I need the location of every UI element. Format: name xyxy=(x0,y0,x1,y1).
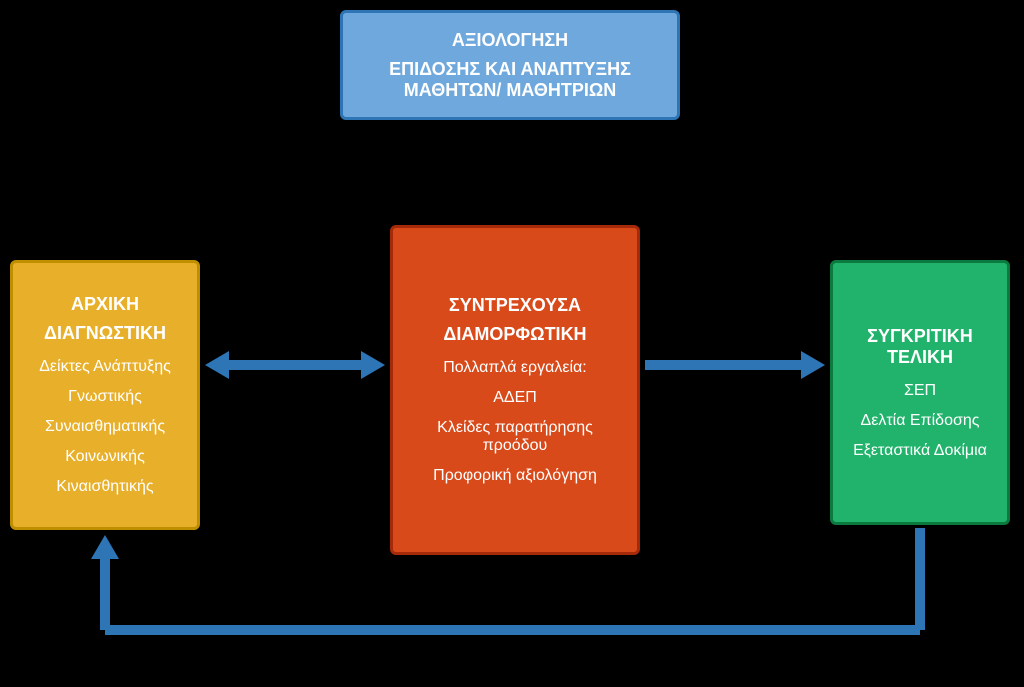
body-line: Γνωστικής xyxy=(39,388,171,406)
box-initial-diagnostic: ΑΡΧΙΚΗ ΔΙΑΓΝΩΣΤΙΚΗ Δείκτες Ανάπτυξης Γνωστ… xyxy=(10,260,200,530)
body-line: Εξεταστικά Δοκίμια xyxy=(853,442,987,460)
box-summative: ΣΥΓΚΡΙΤΙΚΗ ΤΕΛΙΚΗ ΣΕΠ Δελτία Επίδοσης Εξετ… xyxy=(830,260,1010,525)
body-line: Πολλαπλά εργαλεία: xyxy=(403,359,627,377)
body-line: Κοινωνικής xyxy=(39,448,171,466)
title-line: ΣΥΝΤΡΕΧΟΥΣΑ xyxy=(443,295,586,316)
body-line: Κιναισθητικής xyxy=(39,478,171,496)
title-line: ΣΥΓΚΡΙΤΙΚΗ ΤΕΛΙΚΗ xyxy=(843,326,997,368)
box-left-title: ΑΡΧΙΚΗ ΔΙΑΓΝΩΣΤΙΚΗ xyxy=(44,294,166,344)
box-right-body: ΣΕΠ Δελτία Επίδοσης Εξεταστικά Δοκίμια xyxy=(853,382,987,460)
body-line: ΣΕΠ xyxy=(853,382,987,400)
box-top-title: ΑΞΙΟΛΟΓΗΣΗ ΕΠΙΔΟΣΗΣ ΚΑΙ ΑΝΑΠΤΥΞΗΣ ΜΑΘΗΤΩΝ… xyxy=(353,30,667,101)
box-top-assessment: ΑΞΙΟΛΟΓΗΣΗ ΕΠΙΔΟΣΗΣ ΚΑΙ ΑΝΑΠΤΥΞΗΣ ΜΑΘΗΤΩΝ… xyxy=(340,10,680,120)
box-formative: ΣΥΝΤΡΕΧΟΥΣΑ ΔΙΑΜΟΡΦΩΤΙΚΗ Πολλαπλά εργαλεί… xyxy=(390,225,640,555)
title-line: ΔΙΑΜΟΡΦΩΤΙΚΗ xyxy=(443,324,586,345)
box-left-body: Δείκτες Ανάπτυξης Γνωστικής Συναισθηματική… xyxy=(39,358,171,496)
body-line: Δελτία Επίδοσης xyxy=(853,412,987,430)
title-line: ΑΡΧΙΚΗ xyxy=(44,294,166,315)
title-line: ΕΠΙΔΟΣΗΣ ΚΑΙ ΑΝΑΠΤΥΞΗΣ ΜΑΘΗΤΩΝ/ ΜΑΘΗΤΡΙΩ… xyxy=(353,59,667,101)
body-line: Συναισθηματικής xyxy=(39,418,171,436)
body-line: Κλείδες παρατήρησης προόδου xyxy=(403,419,627,455)
body-line: Δείκτες Ανάπτυξης xyxy=(39,358,171,376)
body-line: Προφορική αξιολόγηση xyxy=(403,467,627,485)
body-line: ΑΔΕΠ xyxy=(403,389,627,407)
box-center-title: ΣΥΝΤΡΕΧΟΥΣΑ ΔΙΑΜΟΡΦΩΤΙΚΗ xyxy=(443,295,586,345)
title-line: ΔΙΑΓΝΩΣΤΙΚΗ xyxy=(44,323,166,344)
box-right-title: ΣΥΓΚΡΙΤΙΚΗ ΤΕΛΙΚΗ xyxy=(843,326,997,368)
title-line: ΑΞΙΟΛΟΓΗΣΗ xyxy=(353,30,667,51)
box-center-body: Πολλαπλά εργαλεία: ΑΔΕΠ Κλείδες παρατήρηση… xyxy=(403,359,627,485)
